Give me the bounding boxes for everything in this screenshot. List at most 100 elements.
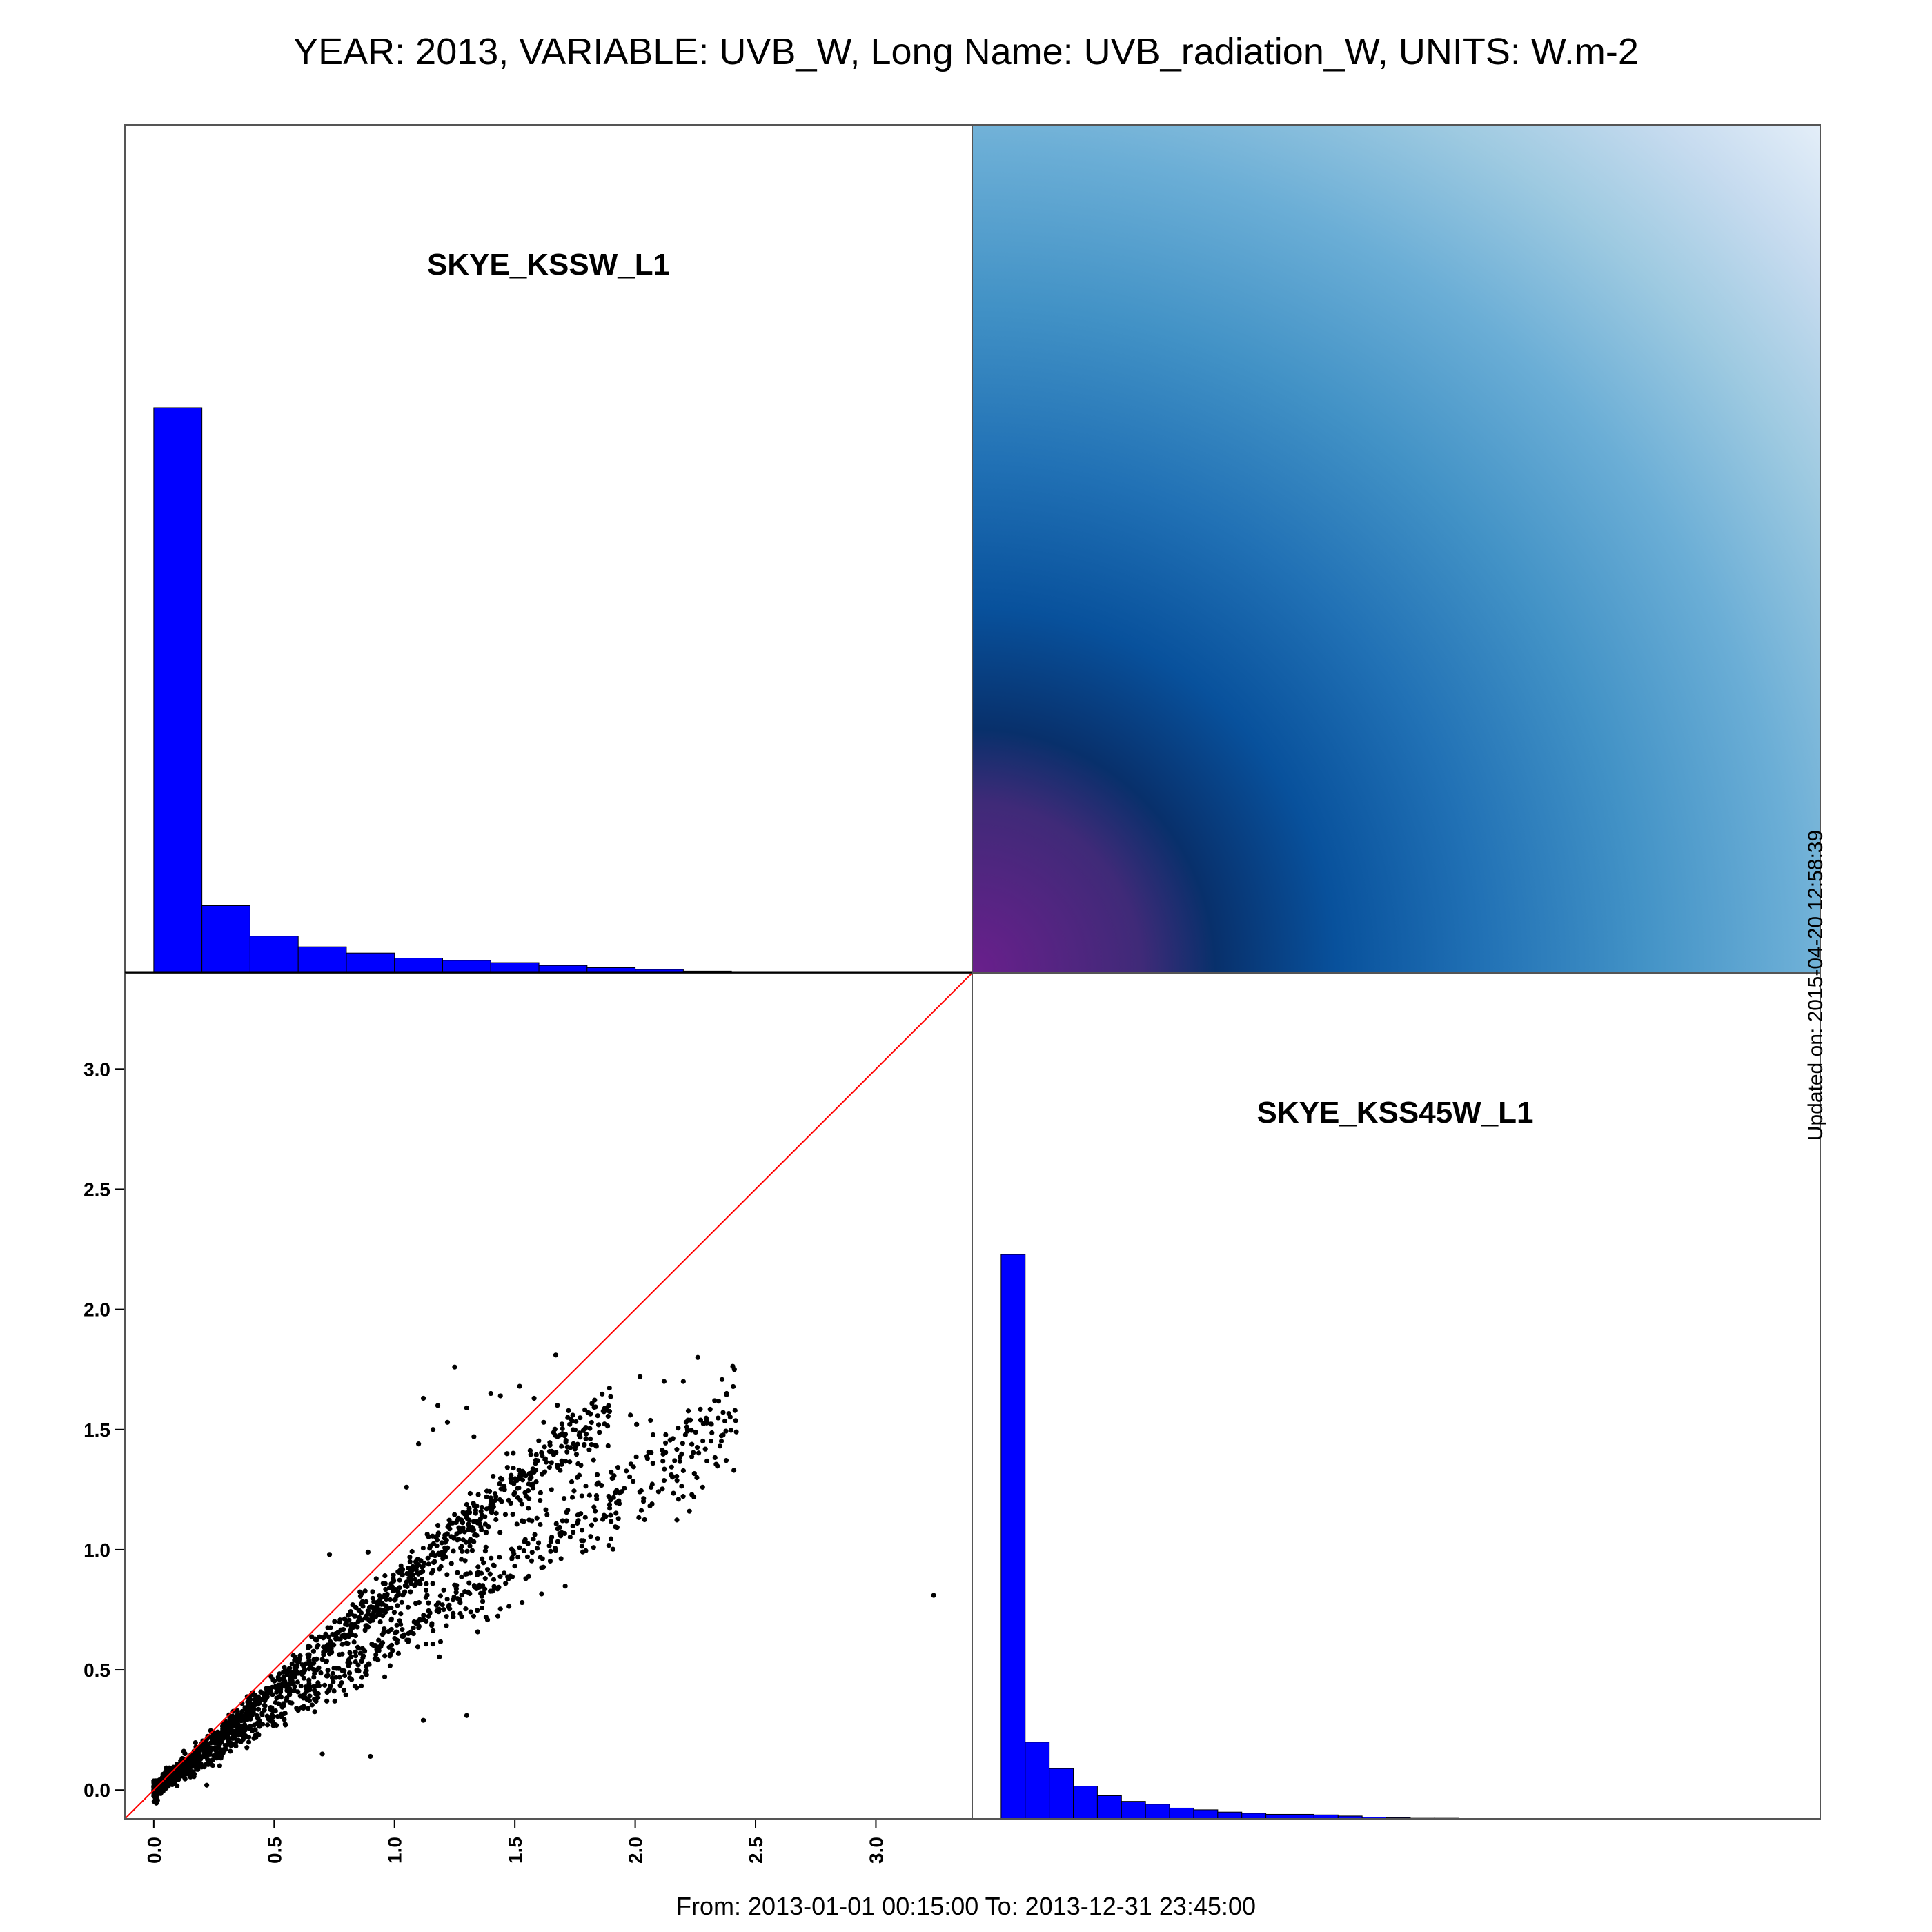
scatter-point: [281, 1669, 286, 1675]
scatter-point: [407, 1555, 413, 1560]
histogram-bar: [249, 936, 299, 973]
scatter-point: [420, 1717, 426, 1723]
scatter-point: [546, 1464, 552, 1470]
scatter-point: [562, 1584, 568, 1589]
scatter-point: [607, 1501, 613, 1508]
scatter-point: [491, 1577, 497, 1582]
scatter-point: [497, 1393, 503, 1399]
scatter-point: [387, 1597, 393, 1603]
scatter-point: [184, 1760, 190, 1766]
scatter-point: [404, 1484, 409, 1490]
scatter-point: [502, 1512, 509, 1517]
scatter-point: [475, 1520, 480, 1526]
x-tick-label: 0.0: [144, 1837, 165, 1864]
y-tick-label: 1.5: [83, 1419, 110, 1441]
scatter-point: [355, 1619, 361, 1624]
scatter-point: [567, 1534, 573, 1540]
scatter-point: [583, 1436, 589, 1441]
scatter-point: [644, 1454, 650, 1459]
scatter-point: [497, 1555, 502, 1560]
scatter-point: [728, 1428, 734, 1433]
scatter-point: [382, 1653, 388, 1659]
scatter-point: [559, 1458, 564, 1463]
scatter-point: [402, 1583, 408, 1588]
scatter-point: [488, 1390, 493, 1397]
scatter-point: [504, 1465, 510, 1470]
scatter-point: [430, 1427, 436, 1432]
scatter-point: [424, 1581, 429, 1586]
scatter-point: [337, 1675, 342, 1680]
scatter-point: [516, 1467, 522, 1473]
scatter-point: [254, 1721, 259, 1726]
scatter-point: [931, 1593, 936, 1598]
scatter-point: [329, 1675, 335, 1681]
scatter-point: [661, 1477, 667, 1483]
scatter-point: [407, 1569, 413, 1575]
scatter-point: [255, 1706, 262, 1712]
scatter-point: [565, 1507, 571, 1513]
scatter-point: [564, 1444, 570, 1450]
scatter-point: [442, 1535, 447, 1541]
scatter-point: [195, 1761, 200, 1766]
scatter-point: [415, 1644, 421, 1650]
scatter-point: [364, 1664, 369, 1669]
scatter-point: [341, 1626, 346, 1633]
scatter-point: [397, 1577, 402, 1583]
scatter-point: [372, 1656, 377, 1662]
scatter-point: [357, 1589, 363, 1595]
scatter-point: [437, 1639, 444, 1644]
scatter-point: [510, 1511, 515, 1517]
scatter-point: [702, 1446, 708, 1452]
scatter-point: [235, 1722, 241, 1727]
scatter-point: [695, 1354, 700, 1360]
scatter-point: [250, 1690, 255, 1695]
scatter-point: [441, 1587, 446, 1593]
scatter-point: [384, 1591, 390, 1597]
scatter-point: [493, 1494, 499, 1499]
scatter-point: [669, 1475, 676, 1480]
scatter-point: [339, 1642, 345, 1647]
scatter-point: [309, 1634, 315, 1639]
scatter-point: [358, 1683, 364, 1688]
scatter-point: [593, 1443, 599, 1449]
y-tick-label: 1.0: [83, 1539, 110, 1561]
scatter-point: [369, 1642, 375, 1647]
scatter-point: [533, 1452, 539, 1457]
scatter-point: [533, 1479, 539, 1485]
scatter-point: [418, 1570, 424, 1575]
scatter-point: [663, 1432, 669, 1438]
scatter-point: [520, 1599, 525, 1606]
scatter-point: [603, 1514, 609, 1519]
scatter-point: [669, 1464, 674, 1470]
scatter-point: [516, 1485, 522, 1491]
scatter-point: [700, 1484, 705, 1490]
scatter-point: [497, 1481, 502, 1487]
scatter-point: [273, 1722, 278, 1728]
scatter-point: [225, 1742, 230, 1748]
scatter-point: [586, 1492, 592, 1498]
scatter-point: [484, 1488, 490, 1494]
scatter-point: [555, 1403, 560, 1408]
scatter-point: [471, 1519, 477, 1524]
scatter-point: [430, 1581, 435, 1586]
scatter-point: [640, 1499, 647, 1504]
scatter-point: [324, 1658, 329, 1664]
scatter-point: [561, 1495, 567, 1501]
scatter-point: [245, 1716, 250, 1722]
scatter-point: [676, 1497, 681, 1502]
scatter-point: [277, 1671, 282, 1677]
scatter-point: [723, 1428, 729, 1434]
scatter-point: [321, 1652, 326, 1657]
scatter-point: [483, 1544, 489, 1550]
scatter-point: [408, 1589, 413, 1595]
scatter-point: [399, 1599, 404, 1605]
scatter-point: [661, 1379, 667, 1384]
scatter-point: [493, 1517, 499, 1522]
scatter-point: [595, 1422, 602, 1428]
histogram-bar: [1169, 1807, 1194, 1820]
scatter-point: [614, 1500, 620, 1506]
scatter-point: [326, 1646, 332, 1653]
scatter-point: [539, 1565, 544, 1570]
scatter-point: [599, 1482, 604, 1488]
scatter-point: [378, 1644, 384, 1649]
